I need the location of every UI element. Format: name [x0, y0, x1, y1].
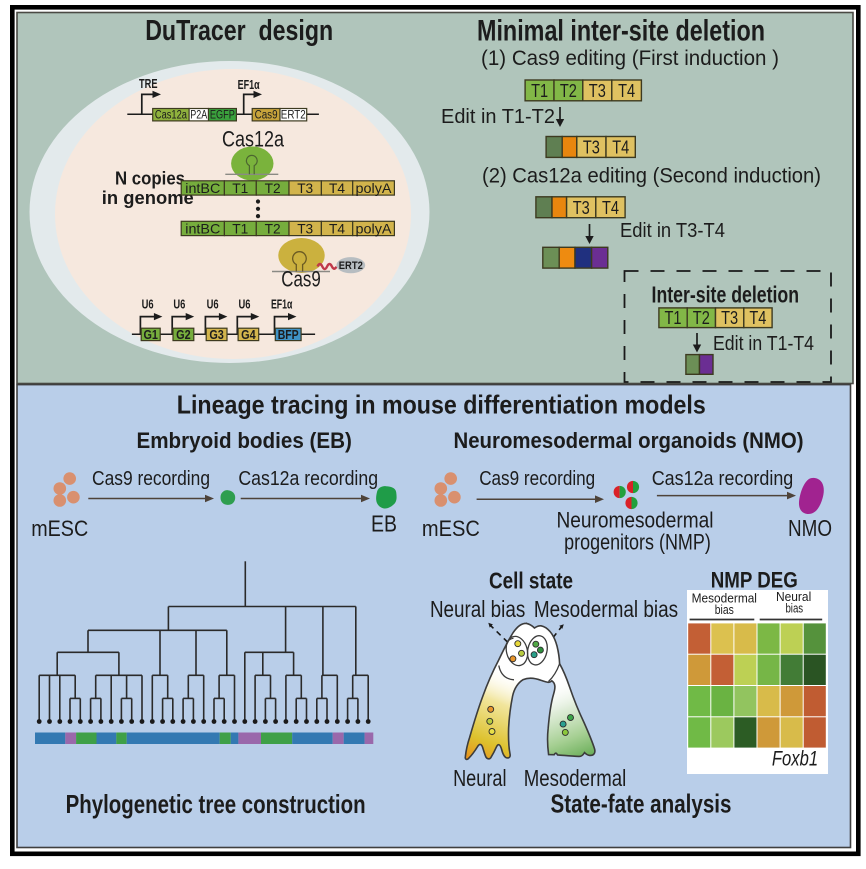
svg-text:polyA: polyA — [356, 180, 393, 196]
svg-text:Neural: Neural — [776, 589, 811, 604]
svg-text:T4: T4 — [329, 221, 345, 237]
svg-text:Foxb1: Foxb1 — [772, 748, 818, 771]
svg-text:polyA: polyA — [356, 221, 393, 237]
svg-text:T1: T1 — [232, 221, 248, 237]
svg-text:T3: T3 — [297, 180, 313, 196]
svg-text:ERT2: ERT2 — [281, 110, 306, 122]
svg-text:T3: T3 — [573, 197, 590, 218]
svg-text:Mesodermal: Mesodermal — [692, 590, 757, 605]
svg-text:T1: T1 — [232, 180, 248, 196]
svg-text:Cell state: Cell state — [489, 568, 573, 594]
svg-text:G1: G1 — [143, 328, 158, 342]
svg-text:T1: T1 — [665, 308, 682, 328]
svg-text:T3: T3 — [589, 80, 606, 101]
svg-text:T2: T2 — [560, 80, 577, 101]
svg-text:T1: T1 — [531, 80, 548, 101]
svg-text:Cas9: Cas9 — [281, 267, 321, 292]
svg-text:Cas9: Cas9 — [255, 110, 278, 122]
svg-text:State-fate analysis: State-fate analysis — [551, 789, 732, 819]
svg-text:Cas12a: Cas12a — [155, 110, 187, 122]
svg-text:T3: T3 — [297, 221, 313, 237]
svg-text:Phylogenetic tree construction: Phylogenetic tree construction — [66, 789, 366, 819]
svg-text:(1) Cas9 editing (First induct: (1) Cas9 editing (First induction ) — [481, 46, 779, 70]
svg-text:U6: U6 — [239, 297, 251, 312]
svg-text:bias: bias — [715, 602, 734, 617]
svg-text:mESC: mESC — [422, 516, 480, 541]
svg-text:EGFP: EGFP — [210, 110, 235, 122]
svg-text:Neuromesodermal organoids (NMO: Neuromesodermal organoids (NMO) — [454, 428, 804, 453]
svg-text:U6: U6 — [173, 297, 185, 312]
svg-text:DuTracer design: DuTracer design — [145, 15, 333, 47]
svg-text:Edit in T1-T4: Edit in T1-T4 — [713, 333, 814, 355]
svg-text:Embryoid bodies (EB): Embryoid bodies (EB) — [136, 428, 352, 453]
svg-text:EF1α: EF1α — [271, 297, 293, 312]
svg-text:Cas12a recording: Cas12a recording — [238, 467, 378, 490]
svg-text:P2A: P2A — [190, 110, 207, 122]
svg-text:Cas12a recording: Cas12a recording — [652, 467, 794, 490]
svg-text:T3: T3 — [721, 308, 738, 328]
svg-text:Neural bias: Neural bias — [430, 596, 525, 622]
svg-text:in genome: in genome — [102, 188, 194, 208]
svg-text:(2) Cas12a editing (Second ind: (2) Cas12a editing (Second induction) — [482, 163, 821, 187]
svg-text:G2: G2 — [176, 328, 191, 342]
svg-text:progenitors (NMP): progenitors (NMP) — [564, 530, 711, 555]
svg-text:BFP: BFP — [278, 328, 299, 342]
svg-text:NMO: NMO — [788, 515, 832, 541]
svg-text:bias: bias — [785, 600, 803, 615]
svg-text:TRE: TRE — [139, 76, 158, 91]
svg-text:T4: T4 — [618, 80, 635, 101]
svg-text:G4: G4 — [241, 328, 256, 342]
svg-text:Minimal inter-site deletion: Minimal inter-site deletion — [477, 15, 765, 48]
svg-text:ERT2: ERT2 — [339, 260, 363, 272]
svg-text:T3: T3 — [583, 137, 600, 158]
svg-text:T4: T4 — [602, 197, 619, 218]
svg-text:Lineage tracing in mouse diffe: Lineage tracing in mouse differentiation… — [177, 389, 706, 419]
svg-text:Inter-site deletion: Inter-site deletion — [652, 282, 800, 308]
svg-text:T2: T2 — [265, 180, 281, 196]
svg-text:EF1α: EF1α — [238, 77, 260, 92]
svg-text:intBC: intBC — [185, 180, 220, 196]
svg-text:Cas9 recording: Cas9 recording — [92, 467, 210, 490]
svg-text:T2: T2 — [693, 308, 710, 328]
svg-text:T2: T2 — [265, 221, 281, 237]
svg-text:T4: T4 — [749, 308, 766, 328]
svg-text:EB: EB — [371, 511, 397, 537]
svg-text:Neuromesodermal: Neuromesodermal — [557, 508, 714, 533]
svg-text:Edit in T1-T2: Edit in T1-T2 — [441, 106, 555, 128]
svg-text:G3: G3 — [209, 328, 224, 342]
svg-text:N copies: N copies — [115, 169, 185, 189]
svg-text:T4: T4 — [612, 137, 629, 158]
svg-text:U6: U6 — [207, 297, 219, 312]
svg-text:T4: T4 — [329, 180, 345, 196]
svg-text:Cas9 recording: Cas9 recording — [479, 467, 595, 490]
svg-text:mESC: mESC — [31, 516, 88, 541]
svg-text:U6: U6 — [142, 297, 154, 312]
svg-text:NMP DEG: NMP DEG — [711, 568, 798, 593]
svg-text:Neural: Neural — [453, 765, 506, 791]
svg-text:intBC: intBC — [185, 221, 220, 237]
svg-text:Edit in T3-T4: Edit in T3-T4 — [620, 220, 725, 242]
svg-text:Mesodermal bias: Mesodermal bias — [534, 596, 678, 622]
svg-text:Mesodermal: Mesodermal — [524, 765, 627, 791]
